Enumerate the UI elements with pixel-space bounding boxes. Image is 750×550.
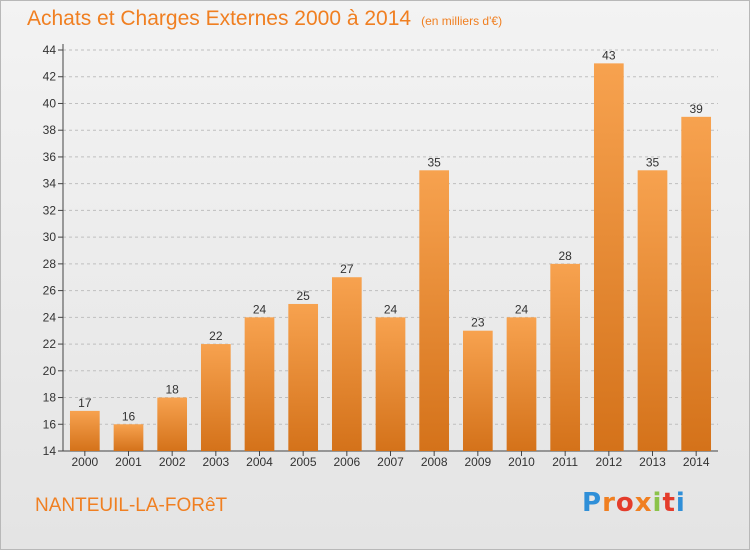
data-label-2010: 24 <box>515 302 529 316</box>
bar-2007 <box>375 317 406 451</box>
data-label-2009: 23 <box>471 316 485 330</box>
y-tick-label: 22 <box>43 337 57 351</box>
y-tick-label: 24 <box>43 310 57 324</box>
chart-title: Achats et Charges Externes 2000 à 2014 <box>27 7 412 30</box>
data-label-2000: 17 <box>78 396 92 410</box>
y-tick-label: 28 <box>43 257 57 271</box>
y-tick-label: 42 <box>43 70 57 84</box>
chart-header: Achats et Charges Externes 2000 à 2014 (e… <box>27 7 502 31</box>
data-label-2003: 22 <box>209 329 223 343</box>
x-tick-label-2009: 2009 <box>464 455 491 469</box>
data-label-2011: 28 <box>558 249 572 263</box>
x-tick-label-2000: 2000 <box>71 455 98 469</box>
y-tick-label: 38 <box>43 123 57 137</box>
y-tick-label: 34 <box>43 177 57 191</box>
bar-2002 <box>157 397 188 451</box>
bar-2008 <box>419 170 450 452</box>
x-tick-label-2007: 2007 <box>377 455 404 469</box>
y-tick-label: 14 <box>43 444 57 458</box>
data-label-2005: 25 <box>296 289 310 303</box>
y-tick-label: 32 <box>43 203 57 217</box>
location-name: NANTEUIL-LA-FORêT <box>35 495 228 516</box>
data-label-2004: 24 <box>253 302 267 316</box>
bar-2005 <box>288 303 319 451</box>
x-tick-label-2004: 2004 <box>246 455 273 469</box>
x-tick-label-2013: 2013 <box>639 455 666 469</box>
bars <box>69 63 712 452</box>
x-tick-label-2011: 2011 <box>552 455 578 469</box>
x-tick-label-2005: 2005 <box>290 455 317 469</box>
bar-2009 <box>462 330 493 451</box>
bar-2003 <box>200 344 231 451</box>
bar-2014 <box>681 116 712 451</box>
data-labels: 17 16 18 22 24 25 27 24 35 23 24 28 43 35 39 <box>78 48 703 423</box>
y-tick-label: 26 <box>43 284 57 298</box>
proxiti-logo[interactable]: Proxiti <box>582 488 686 518</box>
bar-2011 <box>550 263 581 451</box>
chart-subtitle: (en milliers d'€) <box>421 14 503 28</box>
y-tick-label: 30 <box>43 230 57 244</box>
x-tick-label-2010: 2010 <box>508 455 535 469</box>
x-tick-label-2003: 2003 <box>202 455 229 469</box>
y-tick-label: 40 <box>43 96 57 110</box>
bar-2001 <box>113 424 144 451</box>
data-label-2013: 35 <box>646 155 660 169</box>
y-tick-label: 36 <box>43 150 57 164</box>
data-label-2012: 43 <box>602 48 616 62</box>
x-tick-label-2008: 2008 <box>421 455 448 469</box>
bar-2006 <box>331 277 362 451</box>
data-label-2007: 24 <box>384 302 398 316</box>
bar-2013 <box>637 170 668 452</box>
x-tick-label-2006: 2006 <box>333 455 360 469</box>
y-tick-label: 44 <box>43 43 57 57</box>
y-tick-label: 18 <box>43 391 57 405</box>
bar-2010 <box>506 317 537 451</box>
data-label-2002: 18 <box>165 383 179 397</box>
x-tick-label-2002: 2002 <box>159 455 186 469</box>
data-label-2008: 35 <box>427 155 441 169</box>
data-label-2001: 16 <box>122 409 136 423</box>
x-tick-label-2001: 2001 <box>115 455 142 469</box>
data-label-2014: 39 <box>689 102 703 116</box>
data-label-2006: 27 <box>340 262 354 276</box>
bar-2012 <box>593 63 624 451</box>
x-tick-label-2012: 2012 <box>595 455 622 469</box>
bar-2004 <box>244 317 275 451</box>
y-tick-label: 16 <box>43 417 57 431</box>
bar-2000 <box>69 410 100 451</box>
y-tick-label: 20 <box>43 364 57 378</box>
x-tick-label-2014: 2014 <box>683 455 710 469</box>
x-tick-labels: 2000 2001 2002 2003 2004 2005 2006 2007 2008 2009… <box>71 455 709 469</box>
y-tick-labels: 14 16 18 20 22 24 26 28 30 32 34 36 38 40 42 44 <box>43 43 57 458</box>
